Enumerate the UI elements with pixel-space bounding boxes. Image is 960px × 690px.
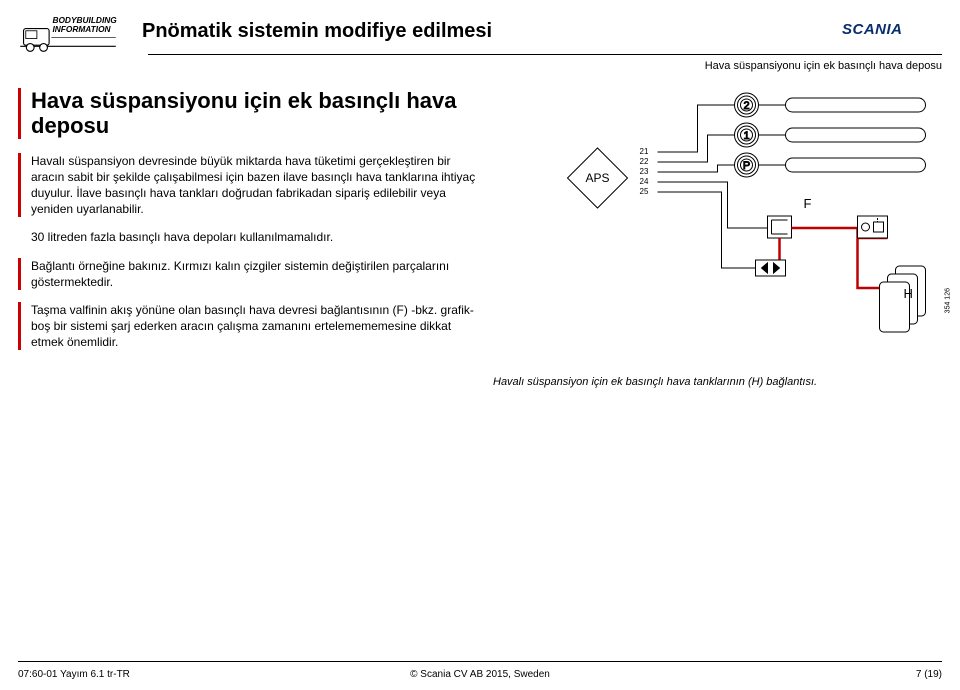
page-subheader: Hava süspansiyonu için ek basınçlı hava … bbox=[705, 60, 942, 72]
diagram-column: APS 21 22 23 24 25 bbox=[493, 88, 942, 650]
page: BODYBUILDING INFORMATION Pnömatik sistem… bbox=[0, 0, 960, 690]
paragraph: Havalı süspansiyon devresinde büyük mikt… bbox=[18, 153, 483, 218]
schematic-svg-icon: APS 21 22 23 24 25 bbox=[493, 88, 942, 368]
svg-text:P: P bbox=[743, 160, 750, 172]
aps-block: APS bbox=[568, 148, 628, 208]
footer-left: 07:60-01 Yayım 6.1 tr-TR bbox=[18, 669, 130, 680]
section-title: Hava süspansiyonu için ek basınçlı hava … bbox=[18, 88, 483, 139]
paragraph: 30 litreden fazla basınçlı hava depoları… bbox=[31, 229, 483, 245]
aps-ports: 21 22 23 24 25 bbox=[640, 147, 649, 196]
text-column: Hava süspansiyonu için ek basınçlı hava … bbox=[18, 88, 493, 650]
footer-rule bbox=[18, 661, 942, 662]
svg-text:INFORMATION: INFORMATION bbox=[52, 24, 111, 34]
svg-text:23: 23 bbox=[640, 167, 649, 176]
bodybuilding-truck-logo-icon: BODYBUILDING INFORMATION bbox=[18, 12, 118, 64]
pneumatic-diagram: APS 21 22 23 24 25 bbox=[493, 88, 942, 368]
svg-text:APS: APS bbox=[585, 171, 609, 185]
svg-text:2: 2 bbox=[743, 100, 749, 112]
svg-text:SCANIA: SCANIA bbox=[842, 21, 903, 38]
paragraph: Taşma valfinin akış yönüne olan basınçlı… bbox=[18, 302, 483, 351]
overflow-valve-f bbox=[768, 216, 792, 238]
svg-text:25: 25 bbox=[640, 187, 649, 196]
page-number: 7 (19) bbox=[916, 669, 942, 680]
shuttle-valve bbox=[756, 260, 786, 276]
scania-logo-icon: SCANIA bbox=[842, 18, 942, 42]
header-rule bbox=[148, 54, 942, 55]
document-title: Pnömatik sistemin modifiye edilmesi bbox=[142, 20, 842, 43]
svg-text:21: 21 bbox=[640, 147, 649, 156]
svg-text:1: 1 bbox=[743, 130, 749, 142]
figure-reference-number: 354 126 bbox=[944, 288, 951, 313]
footer-center: © Scania CV AB 2015, Sweden bbox=[410, 669, 550, 680]
body: Hava süspansiyonu için ek basınçlı hava … bbox=[18, 88, 942, 650]
paragraph: Bağlantı örneğine bakınız. Kırmızı kalın… bbox=[18, 258, 483, 290]
label-h: H bbox=[904, 286, 913, 301]
aux-component bbox=[858, 216, 888, 238]
svg-text:22: 22 bbox=[640, 157, 649, 166]
label-f: F bbox=[804, 196, 812, 211]
aux-tanks-h bbox=[880, 266, 926, 332]
figure-caption: Havalı süspansiyon için ek basınçlı hava… bbox=[493, 376, 942, 388]
svg-text:24: 24 bbox=[640, 177, 649, 186]
